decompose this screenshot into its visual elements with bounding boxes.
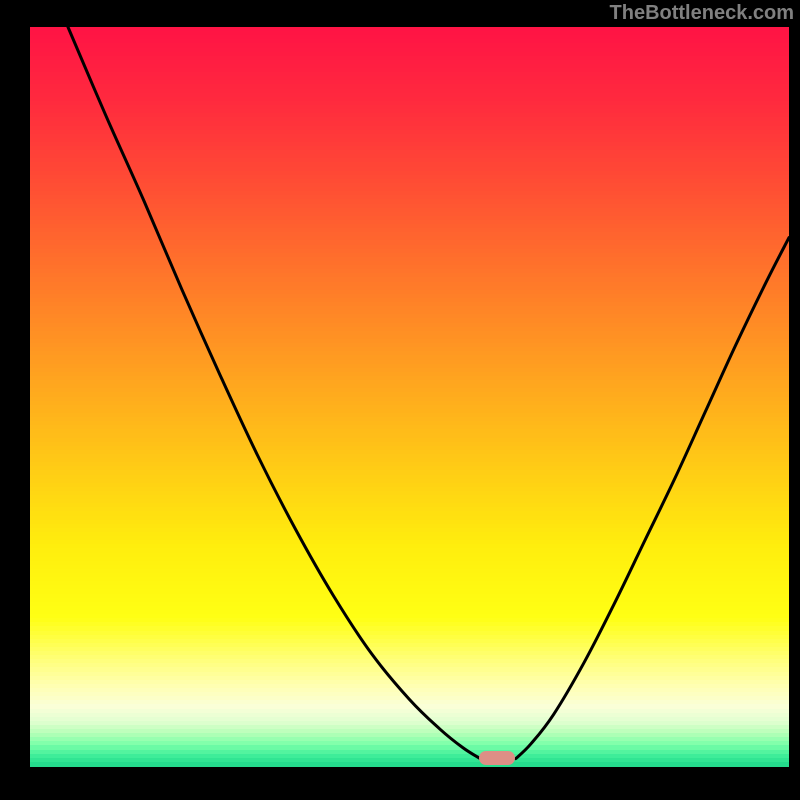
bottleneck-curve	[0, 0, 800, 800]
watermark-text: TheBottleneck.com	[610, 2, 794, 25]
curve-right-branch	[516, 238, 789, 759]
curve-left-branch	[68, 27, 480, 759]
optimal-point-marker	[479, 751, 515, 765]
